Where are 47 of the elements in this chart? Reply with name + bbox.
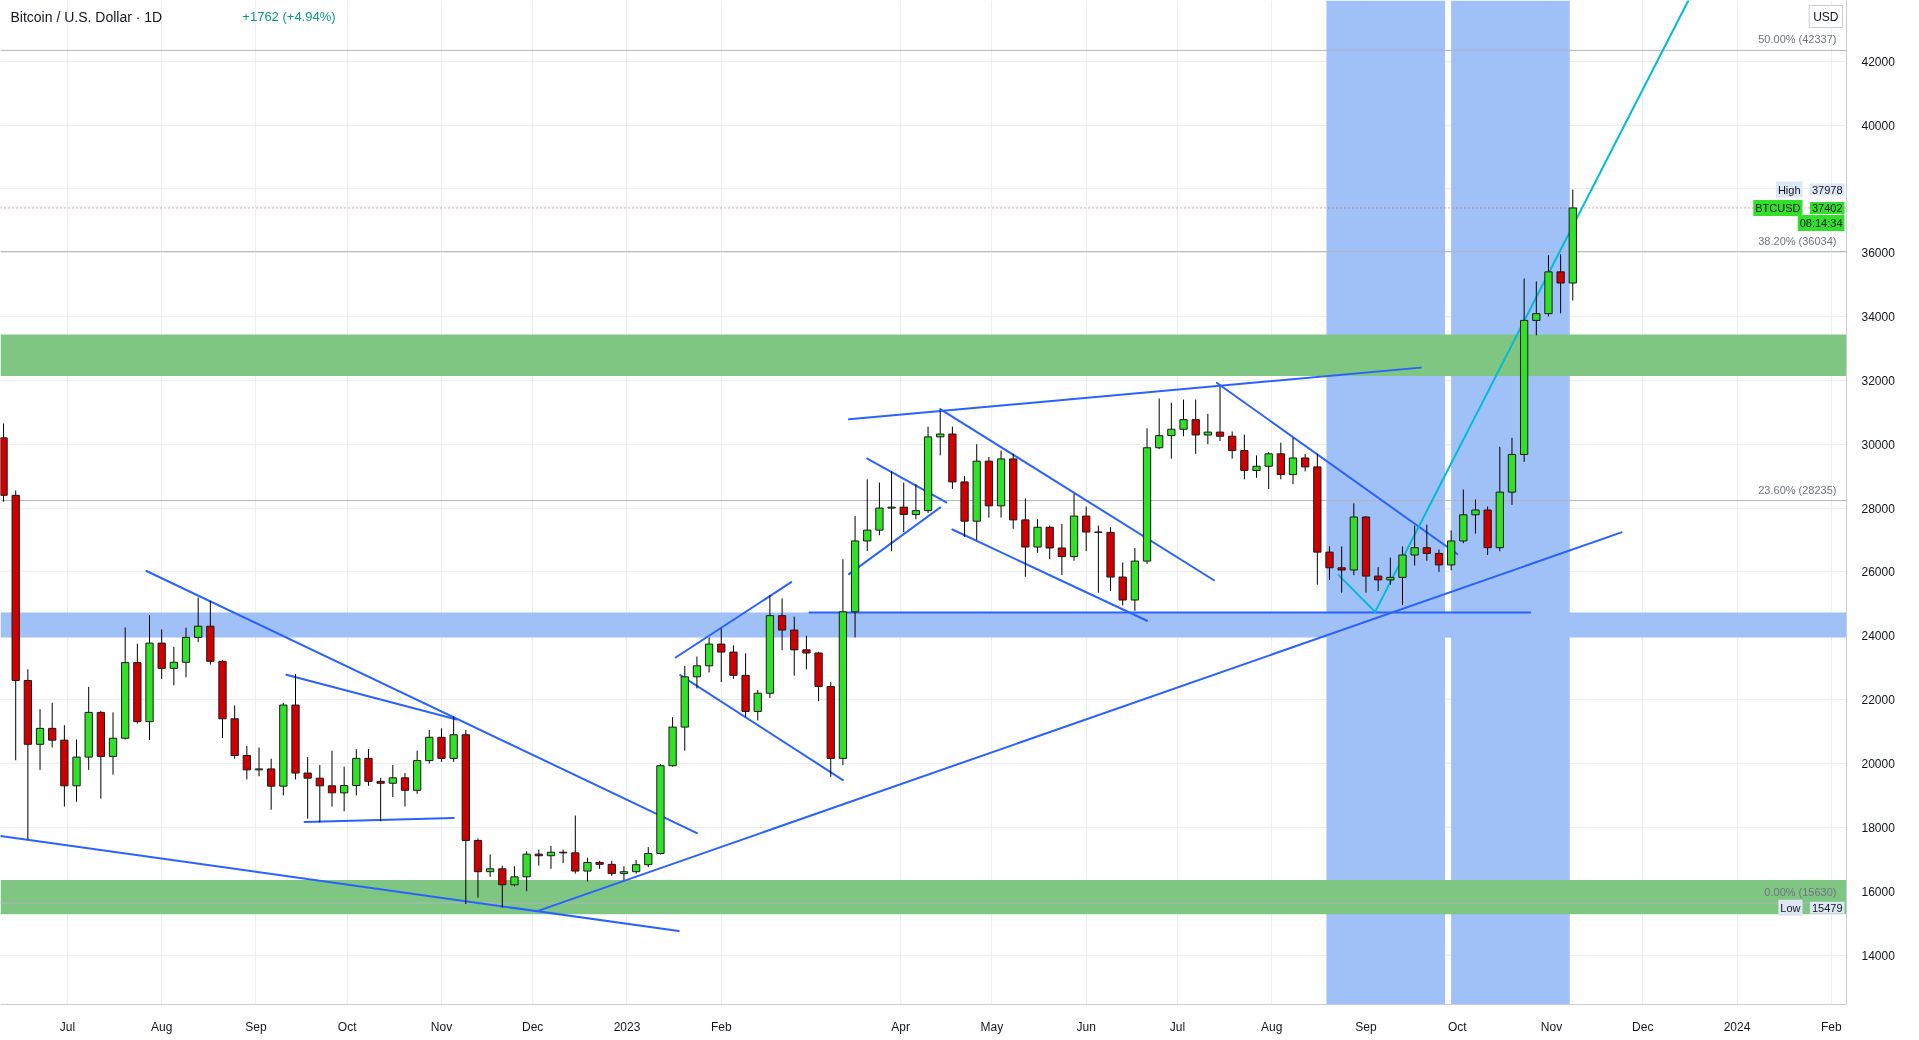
x-tick-label: Apr	[891, 1019, 911, 1034]
y-tick-label: 32000	[1861, 373, 1896, 388]
x-tick-label: Nov	[430, 1019, 453, 1034]
x-tick-label: Sep	[245, 1019, 267, 1034]
x-tick-label: Nov	[1540, 1019, 1563, 1034]
y-tick-label: 18000	[1861, 820, 1896, 835]
annotation: 15479	[1811, 901, 1843, 914]
ref-line-label: 23.60% (28235)	[1758, 483, 1837, 496]
annotation: Low	[1780, 901, 1801, 914]
annotation: 37402	[1811, 201, 1843, 214]
x-tick-label: May	[980, 1019, 1004, 1034]
y-tick-label: 28000	[1861, 501, 1896, 516]
x-tick-label: Jul	[1169, 1019, 1186, 1034]
y-axis-title: USD	[1813, 9, 1839, 24]
ref-line-label: 38.20% (36034)	[1758, 234, 1837, 247]
annotation: 37978	[1811, 183, 1843, 196]
x-tick-label: Dec	[522, 1019, 544, 1034]
x-tick-label: Oct	[337, 1019, 358, 1034]
x-tick-label: Sep	[1355, 1019, 1377, 1034]
x-tick-label: Feb	[710, 1019, 732, 1034]
y-tick-label: 30000	[1861, 437, 1896, 452]
y-tick-label: 24000	[1861, 629, 1896, 644]
text: Bitcoin / U.S. Dollar · 1D	[10, 8, 163, 25]
y-tick-label: 34000	[1861, 310, 1896, 325]
y-tick-label: 26000	[1861, 565, 1896, 580]
y-tick-label: 40000	[1861, 118, 1896, 133]
x-tick-label: 2023	[613, 1019, 641, 1034]
x-tick-label: 2024	[1723, 1019, 1751, 1034]
y-tick-label: 14000	[1861, 948, 1896, 963]
y-tick-label: 16000	[1861, 884, 1896, 899]
ref-line-label: 50.00% (42337)	[1758, 33, 1837, 46]
y-tick-label: 22000	[1861, 693, 1896, 708]
x-tick-label: Oct	[1447, 1019, 1468, 1034]
x-tick-label: Dec	[1632, 1019, 1654, 1034]
ref-line-label: 0.00% (15630)	[1764, 885, 1837, 898]
y-tick-label: 20000	[1861, 756, 1896, 771]
annotation: High	[1777, 183, 1801, 196]
x-tick-label: Feb	[1820, 1019, 1842, 1034]
x-tick-label: Aug	[1261, 1019, 1283, 1034]
y-tick-label: 36000	[1861, 246, 1896, 261]
x-tick-label: Aug	[151, 1019, 173, 1034]
y-tick-label: 42000	[1861, 54, 1896, 69]
x-tick-label: Jun	[1076, 1019, 1096, 1034]
ref-line-label: BTCUSD	[1755, 201, 1801, 214]
x-tick-label: Jul	[59, 1019, 76, 1034]
annotation: 08:14:34	[1799, 216, 1843, 229]
text: +1762 (+4.94%)	[242, 9, 336, 24]
